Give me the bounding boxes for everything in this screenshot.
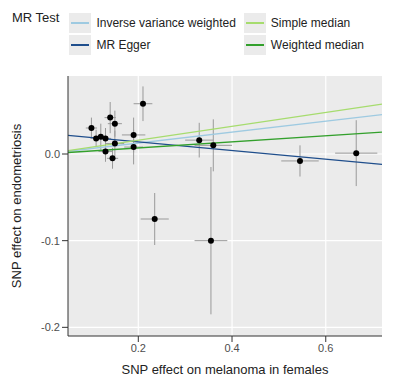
html-text:Simple median: Simple median bbox=[270, 16, 351, 30]
svg-text:0.4: 0.4 bbox=[224, 342, 239, 354]
svg-text:-0.2: -0.2 bbox=[41, 321, 60, 333]
html-text:Inverse variance weighted: Inverse variance weighted bbox=[96, 16, 236, 30]
svg-text:SNP effect on melanoma in fema: SNP effect on melanoma in females bbox=[122, 362, 329, 377]
svg-text:-0.1: -0.1 bbox=[41, 235, 60, 247]
html-text:MR Egger: MR Egger bbox=[96, 38, 151, 52]
svg-text:SNP effect on endometriosis: SNP effect on endometriosis bbox=[9, 123, 24, 288]
svg-text:0.6: 0.6 bbox=[318, 342, 333, 354]
html-text:Weighted median: Weighted median bbox=[270, 38, 364, 52]
svg-text:0.2: 0.2 bbox=[131, 342, 146, 354]
svg-text:0.0: 0.0 bbox=[45, 148, 60, 160]
html-text:MR Test: MR Test bbox=[12, 10, 60, 25]
